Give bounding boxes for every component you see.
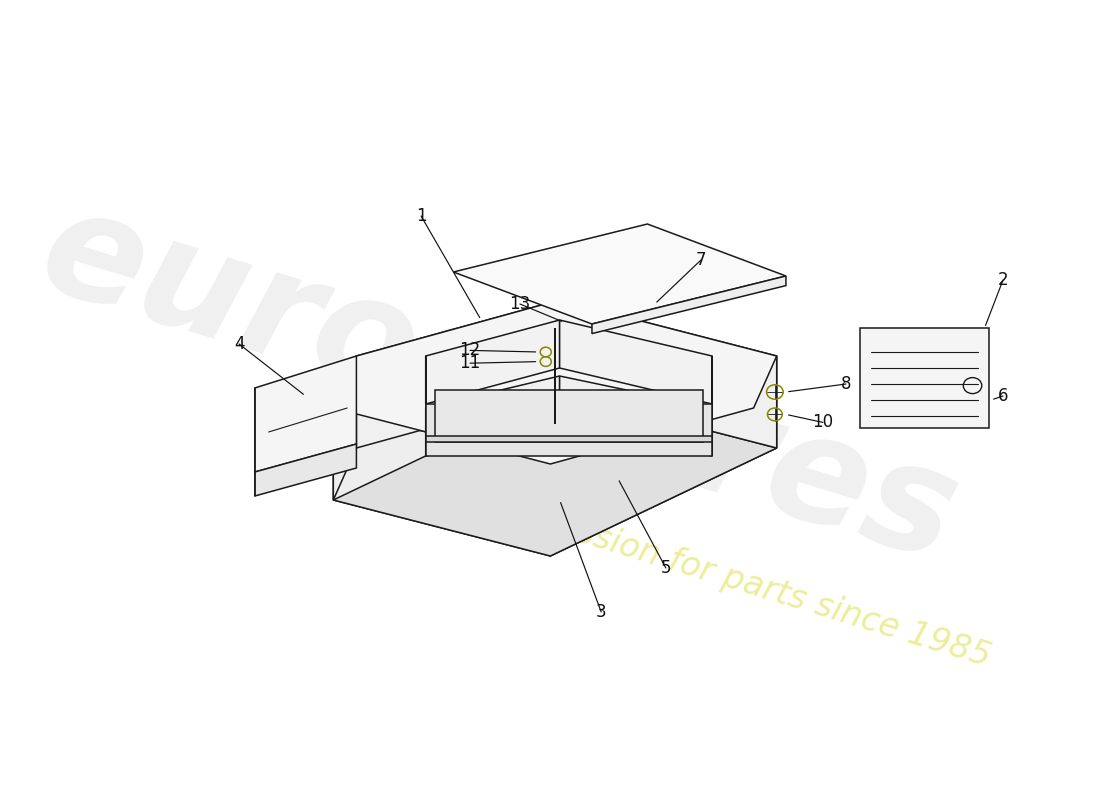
- Polygon shape: [434, 390, 703, 442]
- Polygon shape: [255, 444, 356, 496]
- Polygon shape: [426, 320, 560, 404]
- Text: 4: 4: [234, 335, 244, 353]
- Text: 5: 5: [661, 559, 671, 577]
- Text: eurospares: eurospares: [25, 176, 975, 592]
- Polygon shape: [560, 376, 712, 456]
- Text: 11: 11: [460, 354, 481, 372]
- Polygon shape: [453, 224, 785, 324]
- Text: 6: 6: [998, 387, 1009, 405]
- Text: 12: 12: [460, 342, 481, 359]
- Polygon shape: [426, 404, 712, 456]
- Text: 10: 10: [812, 414, 834, 431]
- Polygon shape: [333, 392, 777, 556]
- Text: 8: 8: [840, 375, 851, 393]
- Text: 1: 1: [416, 207, 427, 225]
- Polygon shape: [333, 408, 550, 556]
- Polygon shape: [255, 356, 356, 472]
- Polygon shape: [560, 320, 712, 404]
- Text: 2: 2: [998, 271, 1009, 289]
- Text: 3: 3: [596, 603, 606, 621]
- Polygon shape: [592, 276, 785, 334]
- Polygon shape: [356, 300, 560, 448]
- Polygon shape: [560, 300, 777, 448]
- Polygon shape: [333, 356, 356, 500]
- Polygon shape: [550, 356, 777, 556]
- Polygon shape: [426, 436, 712, 442]
- Polygon shape: [333, 300, 777, 464]
- Text: 7: 7: [695, 251, 706, 269]
- Text: 13: 13: [509, 295, 530, 313]
- Polygon shape: [860, 328, 989, 428]
- Polygon shape: [426, 376, 560, 456]
- Text: a passion for parts since 1985: a passion for parts since 1985: [503, 494, 994, 674]
